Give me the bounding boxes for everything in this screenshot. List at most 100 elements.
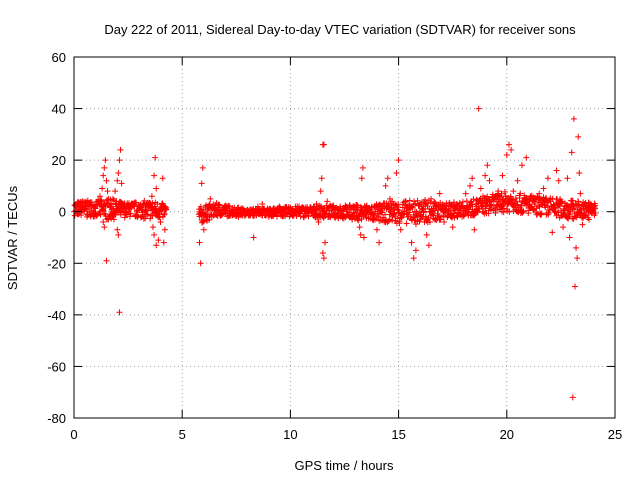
data-point [265, 213, 272, 220]
data-point [88, 208, 95, 215]
data-point [410, 255, 417, 262]
data-point [146, 200, 153, 207]
data-point [441, 219, 448, 226]
y-tick-label: 0 [59, 205, 66, 220]
data-point [571, 283, 578, 290]
data-point [147, 215, 154, 222]
data-point [508, 146, 515, 153]
grid [74, 57, 615, 418]
data-point [467, 182, 474, 189]
data-point [142, 211, 149, 218]
data-point [92, 211, 99, 218]
data-point [116, 157, 123, 164]
data-point [159, 175, 166, 182]
data-point [108, 200, 115, 207]
data-point [535, 202, 542, 209]
data-point [78, 212, 85, 219]
data-point [486, 177, 493, 184]
data-point [586, 216, 593, 223]
data-point [397, 226, 404, 233]
data-point [577, 190, 584, 197]
data-point [120, 203, 127, 210]
y-axis-label: SDTVAR / TECUs [5, 185, 20, 290]
data-point [81, 206, 88, 213]
data-point [103, 257, 110, 264]
data-point [309, 206, 316, 213]
data-point [505, 141, 512, 148]
data-point [416, 201, 423, 208]
x-axis-label: GPS time / hours [295, 458, 394, 473]
data-point [490, 198, 497, 205]
data-point [544, 175, 551, 182]
data-point [449, 224, 456, 231]
data-point [544, 199, 551, 206]
data-point [570, 115, 577, 122]
data-point [384, 175, 391, 182]
data-point [152, 154, 159, 161]
data-point [254, 203, 261, 210]
data-point [592, 202, 599, 209]
data-point [462, 190, 469, 197]
data-point [408, 239, 415, 246]
data-point [143, 207, 150, 214]
data-point [162, 205, 169, 212]
data-point [358, 175, 365, 182]
data-point [552, 208, 559, 215]
data-point [382, 182, 389, 189]
plot-frame [73, 56, 616, 419]
data-point [551, 204, 558, 211]
data-point [496, 196, 503, 203]
data-point [218, 211, 225, 218]
data-point [574, 255, 581, 262]
data-point [149, 200, 156, 207]
data-point [403, 220, 410, 227]
data-point [102, 211, 109, 218]
data-point [558, 199, 565, 206]
data-point [357, 231, 364, 238]
data-point [389, 198, 396, 205]
data-point [525, 210, 532, 217]
data-point [222, 206, 229, 213]
data-point [132, 199, 139, 206]
data-point [320, 141, 327, 148]
data-point [369, 216, 376, 223]
data-point [375, 213, 382, 220]
data-point [458, 203, 465, 210]
data-point [579, 221, 586, 228]
data-point [531, 200, 538, 207]
data-point [148, 193, 155, 200]
data-point [581, 200, 588, 207]
data-point [583, 206, 590, 213]
data-point [576, 170, 583, 177]
data-point [503, 151, 510, 158]
y-tick-label: 40 [52, 102, 66, 117]
data-point [521, 192, 528, 199]
data-point [109, 212, 116, 219]
data-point [553, 167, 560, 174]
data-point [337, 203, 344, 210]
data-point [475, 105, 482, 112]
data-point [518, 162, 525, 169]
data-point [259, 200, 266, 207]
data-point [402, 198, 409, 205]
data-point [315, 219, 322, 226]
data-point [155, 237, 162, 244]
data-point [228, 208, 235, 215]
data-point [477, 185, 484, 192]
data-point [199, 164, 206, 171]
data-point [203, 216, 210, 223]
data-point [510, 188, 517, 195]
data-point [75, 211, 82, 218]
data-point [317, 188, 324, 195]
data-point [426, 218, 433, 225]
data-point [356, 224, 363, 231]
data-point [225, 202, 232, 209]
data-point [373, 226, 380, 233]
data-point [456, 199, 463, 206]
data-point [421, 219, 428, 226]
data-point [200, 226, 207, 233]
data-point [344, 205, 351, 212]
data-point [431, 198, 438, 205]
data-point [318, 175, 325, 182]
data-point [378, 203, 385, 210]
